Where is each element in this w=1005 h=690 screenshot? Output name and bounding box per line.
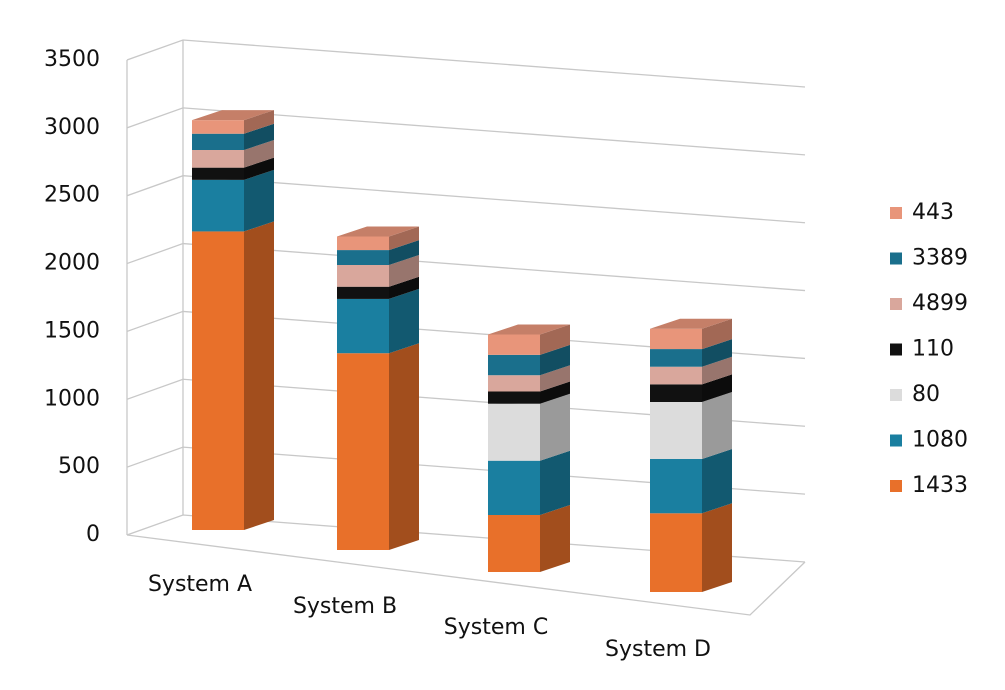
bar-side xyxy=(389,343,419,550)
legend-swatch xyxy=(890,434,902,447)
y-tick-label: 3000 xyxy=(44,115,100,140)
bar-side xyxy=(244,123,274,150)
y-tick-label: 1500 xyxy=(44,318,100,343)
legend-label: 443 xyxy=(912,200,954,225)
legend-label: 4899 xyxy=(912,291,968,316)
bar-side xyxy=(702,503,732,592)
legend-label: 1080 xyxy=(912,428,968,453)
bar-side xyxy=(389,276,419,299)
bar-side xyxy=(540,365,570,392)
floor xyxy=(126,534,806,616)
legend-label: 3389 xyxy=(912,246,968,271)
bar-segment xyxy=(488,354,540,376)
bar-side xyxy=(540,505,570,572)
bar-side xyxy=(244,221,274,530)
y-tick-label: 500 xyxy=(58,454,100,479)
bar-side xyxy=(702,449,732,514)
legend-swatch xyxy=(890,298,902,310)
bar-side xyxy=(540,450,570,515)
bar-segment xyxy=(650,384,702,402)
chart-walls: 0 500 1000 1500 2000 2500 3000 3500 xyxy=(44,39,806,616)
bar-segment xyxy=(650,366,702,385)
bar-side xyxy=(540,344,570,376)
legend-swatch xyxy=(890,343,902,356)
bar-segment xyxy=(192,120,244,134)
bar-segment xyxy=(192,133,244,150)
bar-segment xyxy=(488,375,540,392)
bar-segment xyxy=(488,460,540,515)
x-tick-label: System A xyxy=(148,572,252,597)
bar-segment xyxy=(650,513,702,592)
bar-top xyxy=(650,318,732,329)
legend-label: 1433 xyxy=(912,473,968,498)
bar-side xyxy=(389,240,419,265)
bar-side xyxy=(540,393,570,461)
legend-swatch xyxy=(890,389,902,401)
bar-side xyxy=(702,356,732,385)
bar-segment xyxy=(337,353,389,550)
bar-side xyxy=(389,288,419,354)
bar-top xyxy=(488,324,570,335)
legend-swatch xyxy=(890,480,902,492)
bar-segment xyxy=(337,250,389,265)
bar-segment xyxy=(488,334,540,355)
bar-side xyxy=(702,318,732,350)
bar-side xyxy=(702,374,732,402)
bar-segment xyxy=(337,236,389,251)
bar-side xyxy=(702,392,732,459)
bar-side xyxy=(389,226,419,251)
legend-swatch xyxy=(890,252,902,265)
bar-segment xyxy=(192,150,244,168)
bar-segment xyxy=(650,328,702,350)
legend-label: 110 xyxy=(912,337,954,362)
bar-side xyxy=(540,381,570,404)
x-tick-label: System C xyxy=(444,615,548,640)
bar-segment xyxy=(488,515,540,572)
bar-segment xyxy=(488,403,540,461)
x-tick-label: System B xyxy=(293,594,397,619)
y-tick-label: 0 xyxy=(86,522,100,547)
bar-side xyxy=(540,324,570,355)
legend-label: 80 xyxy=(912,382,940,407)
bar-side xyxy=(244,110,274,134)
y-tick-label: 1000 xyxy=(44,386,100,411)
legend-swatch xyxy=(890,207,902,219)
grid-line xyxy=(126,39,806,88)
bar-segment xyxy=(192,231,244,530)
bars: System A System B System C System D xyxy=(148,110,732,662)
bar-segment xyxy=(192,179,244,232)
bar-segment xyxy=(337,298,389,354)
y-tick-label: 2000 xyxy=(44,251,100,276)
bar-top xyxy=(337,226,419,237)
bar-top xyxy=(192,110,274,121)
bar-segment xyxy=(650,459,702,514)
y-tick-label: 3500 xyxy=(44,47,100,72)
y-tick-label: 2500 xyxy=(44,183,100,208)
bar-segment xyxy=(650,402,702,459)
legend: 1433 1080 80 110 4899 3389 443 xyxy=(890,200,968,498)
bar-side xyxy=(244,157,274,180)
bar-segment xyxy=(192,167,244,180)
bar-segment xyxy=(650,349,702,367)
bar-segment xyxy=(488,391,540,404)
bar-segment xyxy=(337,265,389,287)
bar-side xyxy=(702,339,732,367)
x-tick-label: System D xyxy=(605,637,711,662)
bar-side xyxy=(244,140,274,168)
bar-segment xyxy=(337,286,389,299)
bar-side xyxy=(389,255,419,287)
bar-side xyxy=(244,169,274,232)
